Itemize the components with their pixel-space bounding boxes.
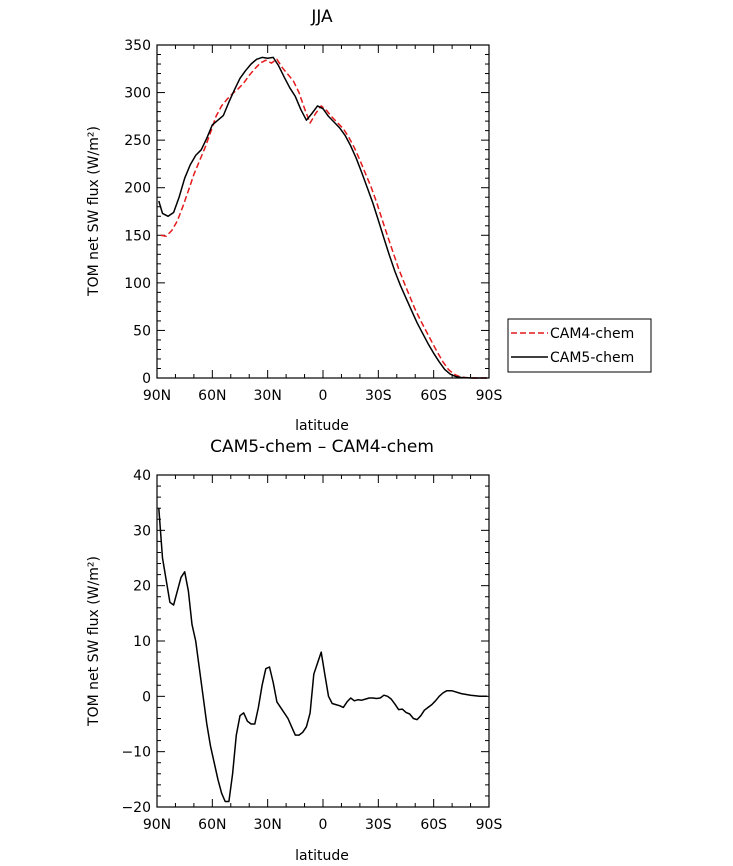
y-tick-label: −10 bbox=[121, 745, 151, 761]
bottom-y-axis-label: TOM net SW flux (W/m²) bbox=[86, 556, 102, 727]
y-tick-label: 300 bbox=[124, 86, 151, 102]
y-tick-label: 50 bbox=[133, 323, 151, 339]
top-x-tick-labels: 90N 60N 30N 0 30S 60S 90S bbox=[143, 388, 503, 404]
x-tick-label: 90N bbox=[143, 388, 171, 404]
x-tick-label: 60N bbox=[198, 388, 226, 404]
y-tick-label: 150 bbox=[124, 228, 151, 244]
bottom-x-axis-label: latitude bbox=[295, 848, 349, 864]
top-chart-title: JJA bbox=[310, 7, 333, 27]
y-tick-label: 250 bbox=[124, 133, 151, 149]
top-y-axis-label: TOM net SW flux (W/m²) bbox=[86, 126, 102, 297]
x-tick-label: 0 bbox=[319, 388, 328, 404]
bottom-axis-ticks bbox=[156, 474, 490, 808]
y-tick-label: 10 bbox=[133, 634, 151, 650]
bottom-panel: CAM5-chem – CAM4-chem −20 −10 0 10 20 30 40 90… bbox=[86, 437, 502, 864]
legend-label-cam5: CAM5-chem bbox=[550, 350, 634, 366]
x-tick-label: 30S bbox=[365, 388, 392, 404]
bottom-y-tick-labels: −20 −10 0 10 20 30 40 bbox=[121, 468, 151, 816]
y-tick-label: 200 bbox=[124, 181, 151, 197]
legend: CAM4-chem CAM5-chem bbox=[507, 318, 652, 373]
y-tick-label: 40 bbox=[133, 468, 151, 484]
series-line-difference bbox=[158, 508, 488, 803]
top-axis-ticks bbox=[156, 44, 490, 379]
legend-box bbox=[507, 318, 652, 373]
series-line-cam4-chem bbox=[160, 58, 488, 379]
bottom-x-tick-labels: 90N 60N 30N 0 30S 60S 90S bbox=[143, 817, 503, 833]
y-tick-label: −20 bbox=[121, 800, 151, 816]
legend-label-cam4: CAM4-chem bbox=[550, 326, 634, 342]
x-tick-label: 60S bbox=[420, 388, 447, 404]
y-tick-label: 350 bbox=[124, 38, 151, 54]
bottom-plot-frame bbox=[156, 474, 490, 808]
x-tick-label: 90S bbox=[476, 388, 503, 404]
y-tick-label: 100 bbox=[124, 276, 151, 292]
y-tick-label: 0 bbox=[142, 689, 151, 705]
x-tick-label: 0 bbox=[319, 817, 328, 833]
top-panel: JJA 0 50 100 150 200 250 300 350 90N 60N 30N 0 30S 6… bbox=[86, 7, 652, 434]
series-line-cam5-chem bbox=[158, 56, 488, 379]
bottom-series-lines bbox=[158, 508, 488, 803]
x-tick-label: 60N bbox=[198, 817, 226, 833]
x-tick-label: 60S bbox=[420, 817, 447, 833]
top-plot-frame bbox=[156, 44, 490, 379]
top-y-tick-labels: 0 50 100 150 200 250 300 350 bbox=[124, 38, 151, 387]
top-x-axis-label: latitude bbox=[295, 418, 349, 434]
x-tick-label: 30S bbox=[365, 817, 392, 833]
bottom-chart-title: CAM5-chem – CAM4-chem bbox=[210, 437, 434, 457]
y-tick-label: 20 bbox=[133, 579, 151, 595]
top-series-lines bbox=[158, 56, 488, 379]
x-tick-label: 90S bbox=[476, 817, 503, 833]
y-tick-label: 0 bbox=[142, 371, 151, 387]
y-tick-label: 30 bbox=[133, 523, 151, 539]
x-tick-label: 90N bbox=[143, 817, 171, 833]
x-tick-label: 30N bbox=[254, 817, 282, 833]
x-tick-label: 30N bbox=[254, 388, 282, 404]
